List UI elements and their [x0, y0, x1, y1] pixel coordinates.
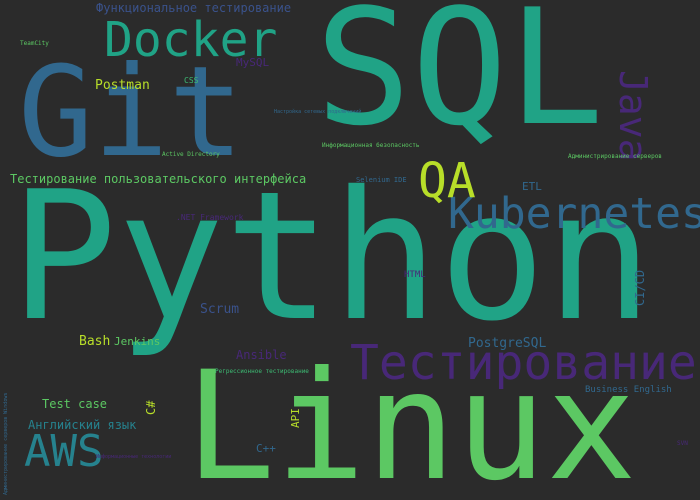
- word-scrum: Scrum: [200, 302, 240, 317]
- word-infosec: Информационная безопасность: [322, 142, 420, 149]
- word-cpp: C++: [256, 442, 276, 455]
- word-postman: Postman: [95, 78, 150, 93]
- word-java: Java: [611, 70, 655, 162]
- word-server-admin: Администрирование серверов: [568, 153, 662, 160]
- word-sql: SQL: [315, 0, 604, 161]
- word-mysql: MySQL: [236, 56, 270, 69]
- word-postgresql: PostgreSQL: [468, 336, 547, 351]
- word-teamcity: TeamCity: [20, 40, 49, 47]
- word-active-directory: Active Directory: [162, 151, 220, 158]
- word-netsetup: Настройка сетевых подключений: [274, 109, 362, 115]
- word-css: CSS: [184, 76, 199, 85]
- word-english: Английский язык: [28, 418, 137, 432]
- word-linux: Linux: [185, 340, 637, 500]
- word-infotech: Информационные технологии: [96, 454, 172, 460]
- word-cicd: CI/CD: [633, 269, 647, 306]
- word-ui-testing: Тестирование пользовательского интерфейс…: [10, 172, 307, 186]
- word-business-english: Business English: [585, 385, 672, 395]
- word-git: Git: [18, 40, 244, 185]
- word-docker: Docker: [104, 12, 278, 68]
- word-api: API: [289, 408, 302, 428]
- word-bash: Bash: [79, 334, 111, 349]
- word-ansible: Ansible: [236, 348, 287, 362]
- word-testirovanie: Тестирование: [350, 335, 697, 391]
- word-netfw: .NET Framework: [176, 213, 244, 222]
- word-kubernetes: Kubernetes: [448, 189, 700, 239]
- word-func-testing: Функциональное тестирование: [96, 1, 292, 15]
- word-python: Python: [10, 153, 653, 360]
- word-svn: SVN: [677, 440, 688, 447]
- word-etl: ETL: [522, 180, 542, 193]
- word-csharp: C#: [144, 400, 158, 415]
- word-vertical-admin: Администрирование серверов Windows: [3, 392, 9, 495]
- word-html: HTML: [404, 270, 426, 280]
- word-jenkins: Jenkins: [114, 335, 161, 348]
- word-aws: AWS: [24, 426, 104, 477]
- word-qa: QA: [418, 153, 476, 209]
- word-selenium: Selenium IDE: [356, 176, 407, 184]
- word-testcase: Test case: [42, 397, 108, 411]
- word-regression: Регрессионное тестирование: [215, 368, 309, 375]
